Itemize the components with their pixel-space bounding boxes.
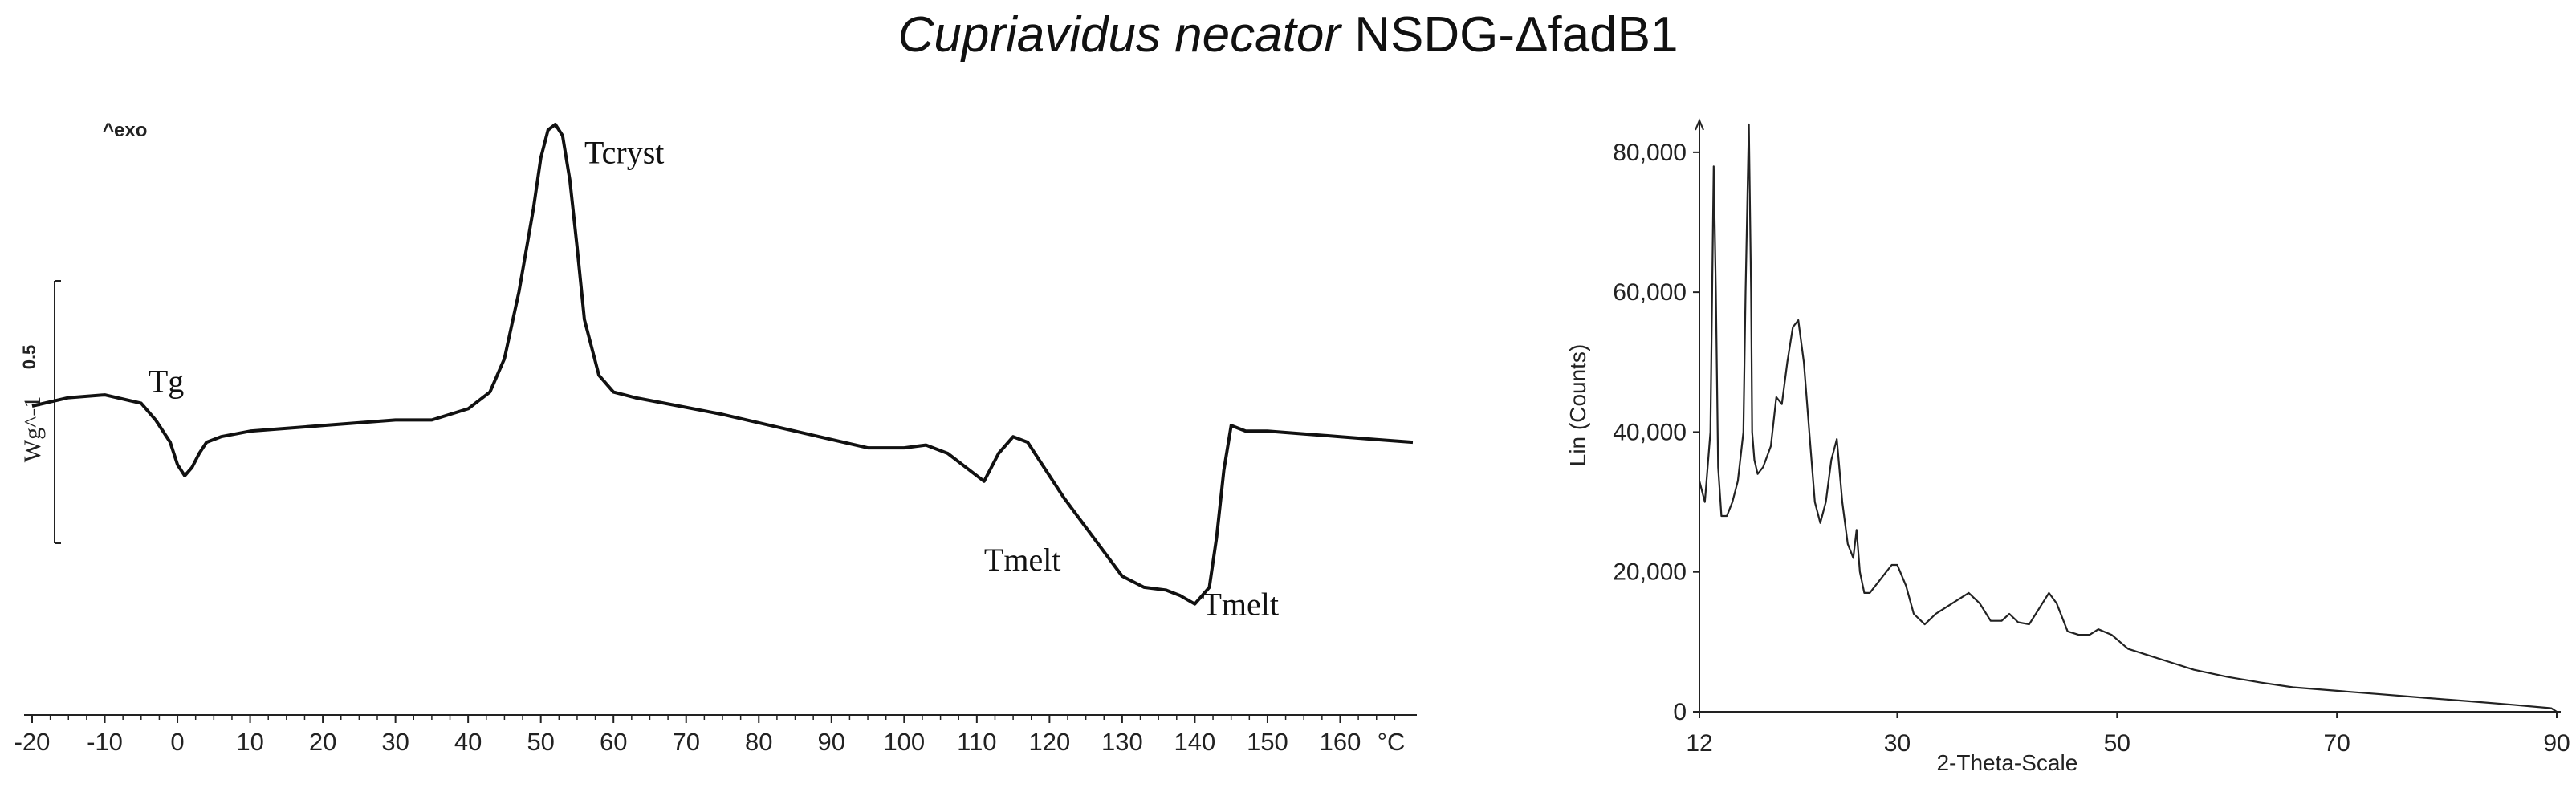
xrd-x-tick-label: 90 [2543, 730, 2570, 757]
title-rest: NSDG-ΔfadB1 [1340, 7, 1679, 63]
xrd-y-tick-label: 0 [1673, 699, 1687, 725]
xrd-y-tick-label: 60,000 [1613, 279, 1687, 306]
dsc-annotation: Tcryst [584, 135, 664, 171]
xrd-y-tick-label: 20,000 [1613, 559, 1687, 586]
dsc-x-tick-label: 150 [1247, 728, 1288, 756]
dsc-annotation: Tg [149, 364, 184, 400]
dsc-x-tick-label: 10 [236, 728, 263, 756]
dsc-x-tick-label: 120 [1029, 728, 1071, 756]
xrd-y-tick-label: 80,000 [1613, 140, 1687, 166]
dsc-x-tick-label: 100 [883, 728, 925, 756]
xrd-chart: 12 30 50 70 90 2-Theta-Scale 0 20,000 40,000 60,0… [1565, 118, 2570, 775]
xrd-y-tick-label: 40,000 [1613, 419, 1687, 445]
dsc-x-unit: °C [1378, 728, 1406, 756]
dsc-x-tick-label: 30 [381, 728, 409, 756]
dsc-x-tick-label: -10 [87, 728, 123, 756]
xrd-x-label: 2-Theta-Scale [1936, 750, 2077, 775]
dsc-x-tick-label: 140 [1174, 728, 1216, 756]
dsc-annotation: Tmelt [1202, 587, 1279, 623]
dsc-chart: -20 -10 0 10 20 30 40 50 60 70 80 90 100 110 120 130 140… [14, 120, 1417, 756]
dsc-x-tick-label: 40 [454, 728, 482, 756]
dsc-x-tick-label: 50 [527, 728, 554, 756]
dsc-annotation: Tmelt [984, 542, 1061, 578]
dsc-x-tick-label: 130 [1101, 728, 1143, 756]
xrd-x-tick-label: 12 [1686, 730, 1712, 757]
title-italic: Cupriavidus necator [897, 7, 1341, 63]
dsc-curve [31, 123, 1414, 606]
xrd-y-arrow [1695, 118, 1704, 131]
dsc-x-tick-label: 110 [957, 728, 996, 756]
dsc-x-tick-label: 80 [745, 728, 772, 756]
dsc-x-tick-label: 90 [818, 728, 845, 756]
xrd-x-tick-label: 50 [2104, 730, 2130, 757]
dsc-x-tick-label: 20 [309, 728, 336, 756]
dsc-scale-value: 0.5 [19, 345, 39, 370]
dsc-x-tick-label: -20 [14, 728, 51, 756]
dsc-x-tick-label: 60 [600, 728, 627, 756]
chart-title: Cupriavidus necator NSDG-ΔfadB1 [0, 6, 2576, 63]
dsc-x-tick-label: 160 [1320, 728, 1361, 756]
dsc-x-tick-label: 0 [170, 728, 184, 756]
dsc-x-tick-label: 70 [672, 728, 699, 756]
xrd-x-tick-label: 70 [2323, 730, 2350, 757]
xrd-y-label: Lin (Counts) [1565, 344, 1590, 467]
xrd-curve [1698, 123, 2558, 713]
dsc-exo-label: ^exo [103, 120, 147, 141]
xrd-x-tick-label: 30 [1884, 730, 1911, 757]
